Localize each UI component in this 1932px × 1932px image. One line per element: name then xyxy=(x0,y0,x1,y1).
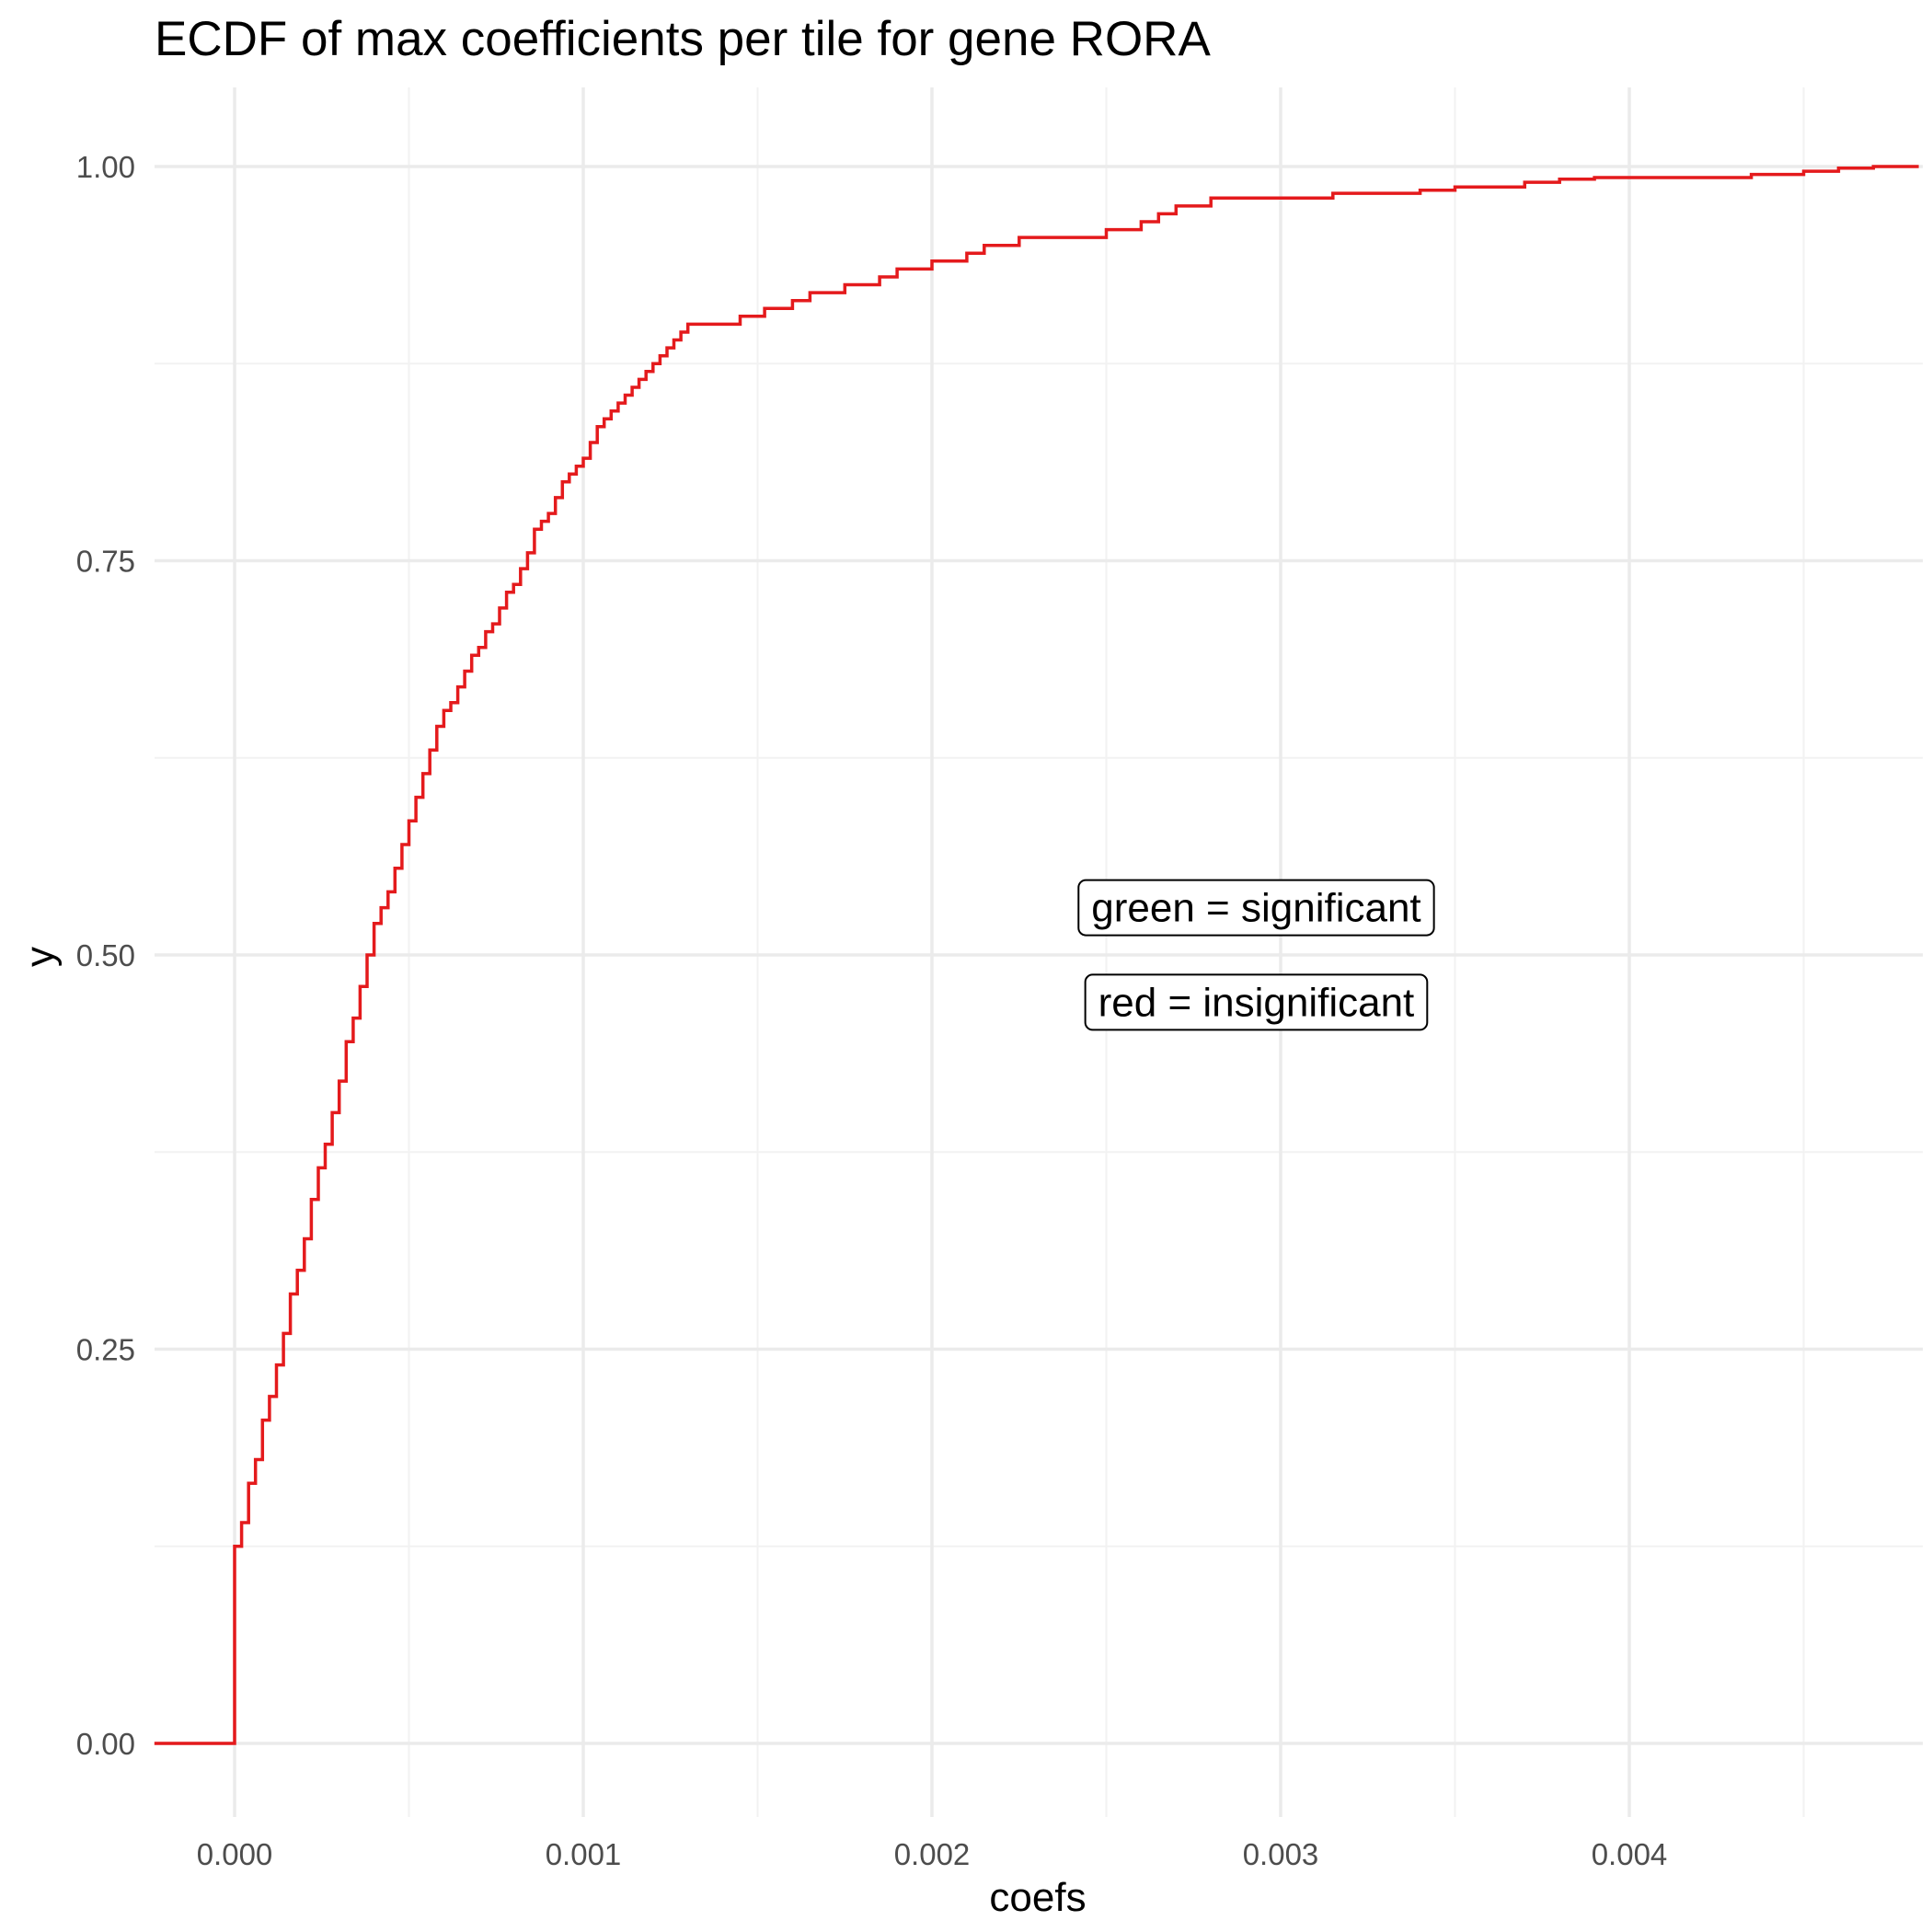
annotation-box xyxy=(1077,879,1435,937)
annotations: green = significant red = insignificant xyxy=(1077,879,1435,1031)
x-tick-label: 0.000 xyxy=(197,1837,273,1871)
minor-gridlines xyxy=(155,87,1923,1817)
y-tick-label: 0.50 xyxy=(76,938,135,972)
x-axis-ticks: 0.000 0.001 0.002 0.003 0.004 xyxy=(197,1837,1668,1871)
y-tick-label: 0.75 xyxy=(76,545,135,579)
y-tick-label: 1.00 xyxy=(76,150,135,184)
ecdf-step-line xyxy=(154,165,1919,1745)
annotation-text: green = significant xyxy=(1091,886,1420,931)
annotation-label: red = insignificant xyxy=(1084,973,1429,1031)
annotation-text: red = insignificant xyxy=(1098,980,1415,1025)
x-tick-label: 0.004 xyxy=(1592,1837,1668,1871)
y-axis-title: y xyxy=(17,947,63,967)
y-tick-label: 0.00 xyxy=(76,1727,135,1761)
x-axis-title: coefs xyxy=(989,1875,1086,1920)
major-gridlines xyxy=(155,87,1923,1817)
y-tick-label: 0.25 xyxy=(76,1333,135,1367)
y-axis-ticks: 0.00 0.25 0.50 0.75 1.00 xyxy=(76,150,135,1761)
chart-title: ECDF of max coefficients per tile for ge… xyxy=(155,12,1211,66)
x-tick-label: 0.002 xyxy=(894,1837,971,1871)
annotation-box xyxy=(1084,973,1429,1031)
annotation-label: green = significant xyxy=(1077,879,1435,937)
data-series xyxy=(154,165,1919,1745)
x-tick-label: 0.003 xyxy=(1243,1837,1319,1871)
x-tick-label: 0.001 xyxy=(546,1837,622,1871)
